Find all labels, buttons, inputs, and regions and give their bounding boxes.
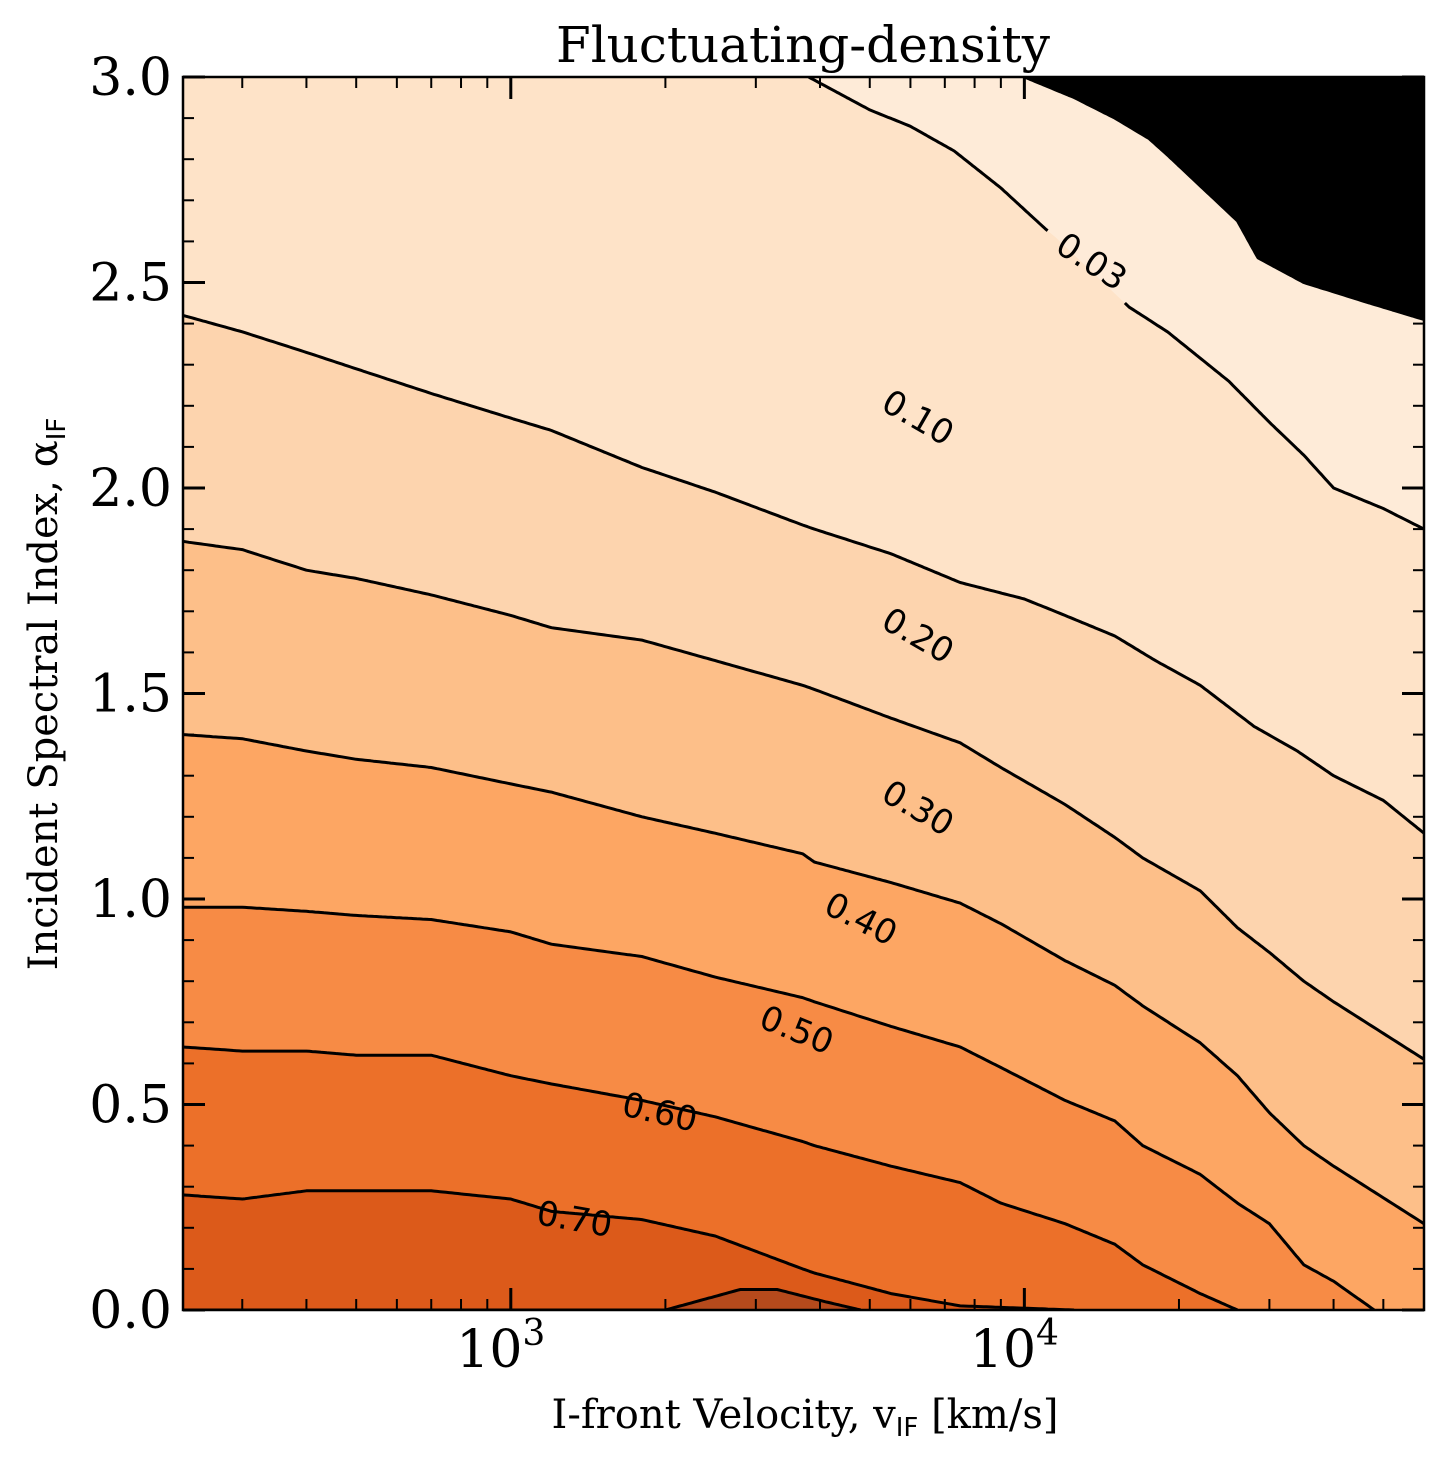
contour-lines [183,77,1424,1310]
plot-frame [181,75,1426,1312]
contour-line-0.03 [1123,301,1424,531]
y-tick-label: 0.5 [89,1076,172,1136]
contour-line-0.20 [183,539,1424,1061]
x-tick-label: 103 [456,1313,545,1380]
x-axis-label: I-front Velocity, vIF [km/s] [552,1392,1059,1443]
axis-ticks [183,75,1425,1312]
contour-line-0.60 [183,1189,1075,1310]
y-tick-label: 0.0 [89,1281,172,1341]
contour-line-0.03 [807,77,1049,232]
contour-line-0.50 [183,1045,1239,1310]
contour-line-0.70 [183,1288,862,1310]
y-axis-label: Incident Spectral Index, αIF [21,418,72,971]
y-tick-label: 1.0 [89,870,172,930]
contour-line-0.01 [1023,77,1424,321]
y-tick-label: 2.0 [89,459,172,519]
chart-title: Fluctuating-density [556,16,1051,74]
contour-line-0.40 [183,905,1376,1310]
contour-line-0.30 [183,733,1424,1225]
y-tick-label: 3.0 [89,48,172,108]
y-tick-label: 2.5 [89,254,172,314]
contour-line-0.10 [183,313,1424,835]
x-tick-labels: 103 104 [456,1313,1059,1380]
contour-region-0.01 [1024,77,1424,320]
contour-fill-regions [183,77,1424,1310]
x-tick-label: 104 [970,1313,1059,1380]
y-tick-labels: 0.0 0.5 1.0 1.5 2.0 2.5 3.0 [89,48,172,1341]
y-tick-label: 1.5 [89,665,172,725]
